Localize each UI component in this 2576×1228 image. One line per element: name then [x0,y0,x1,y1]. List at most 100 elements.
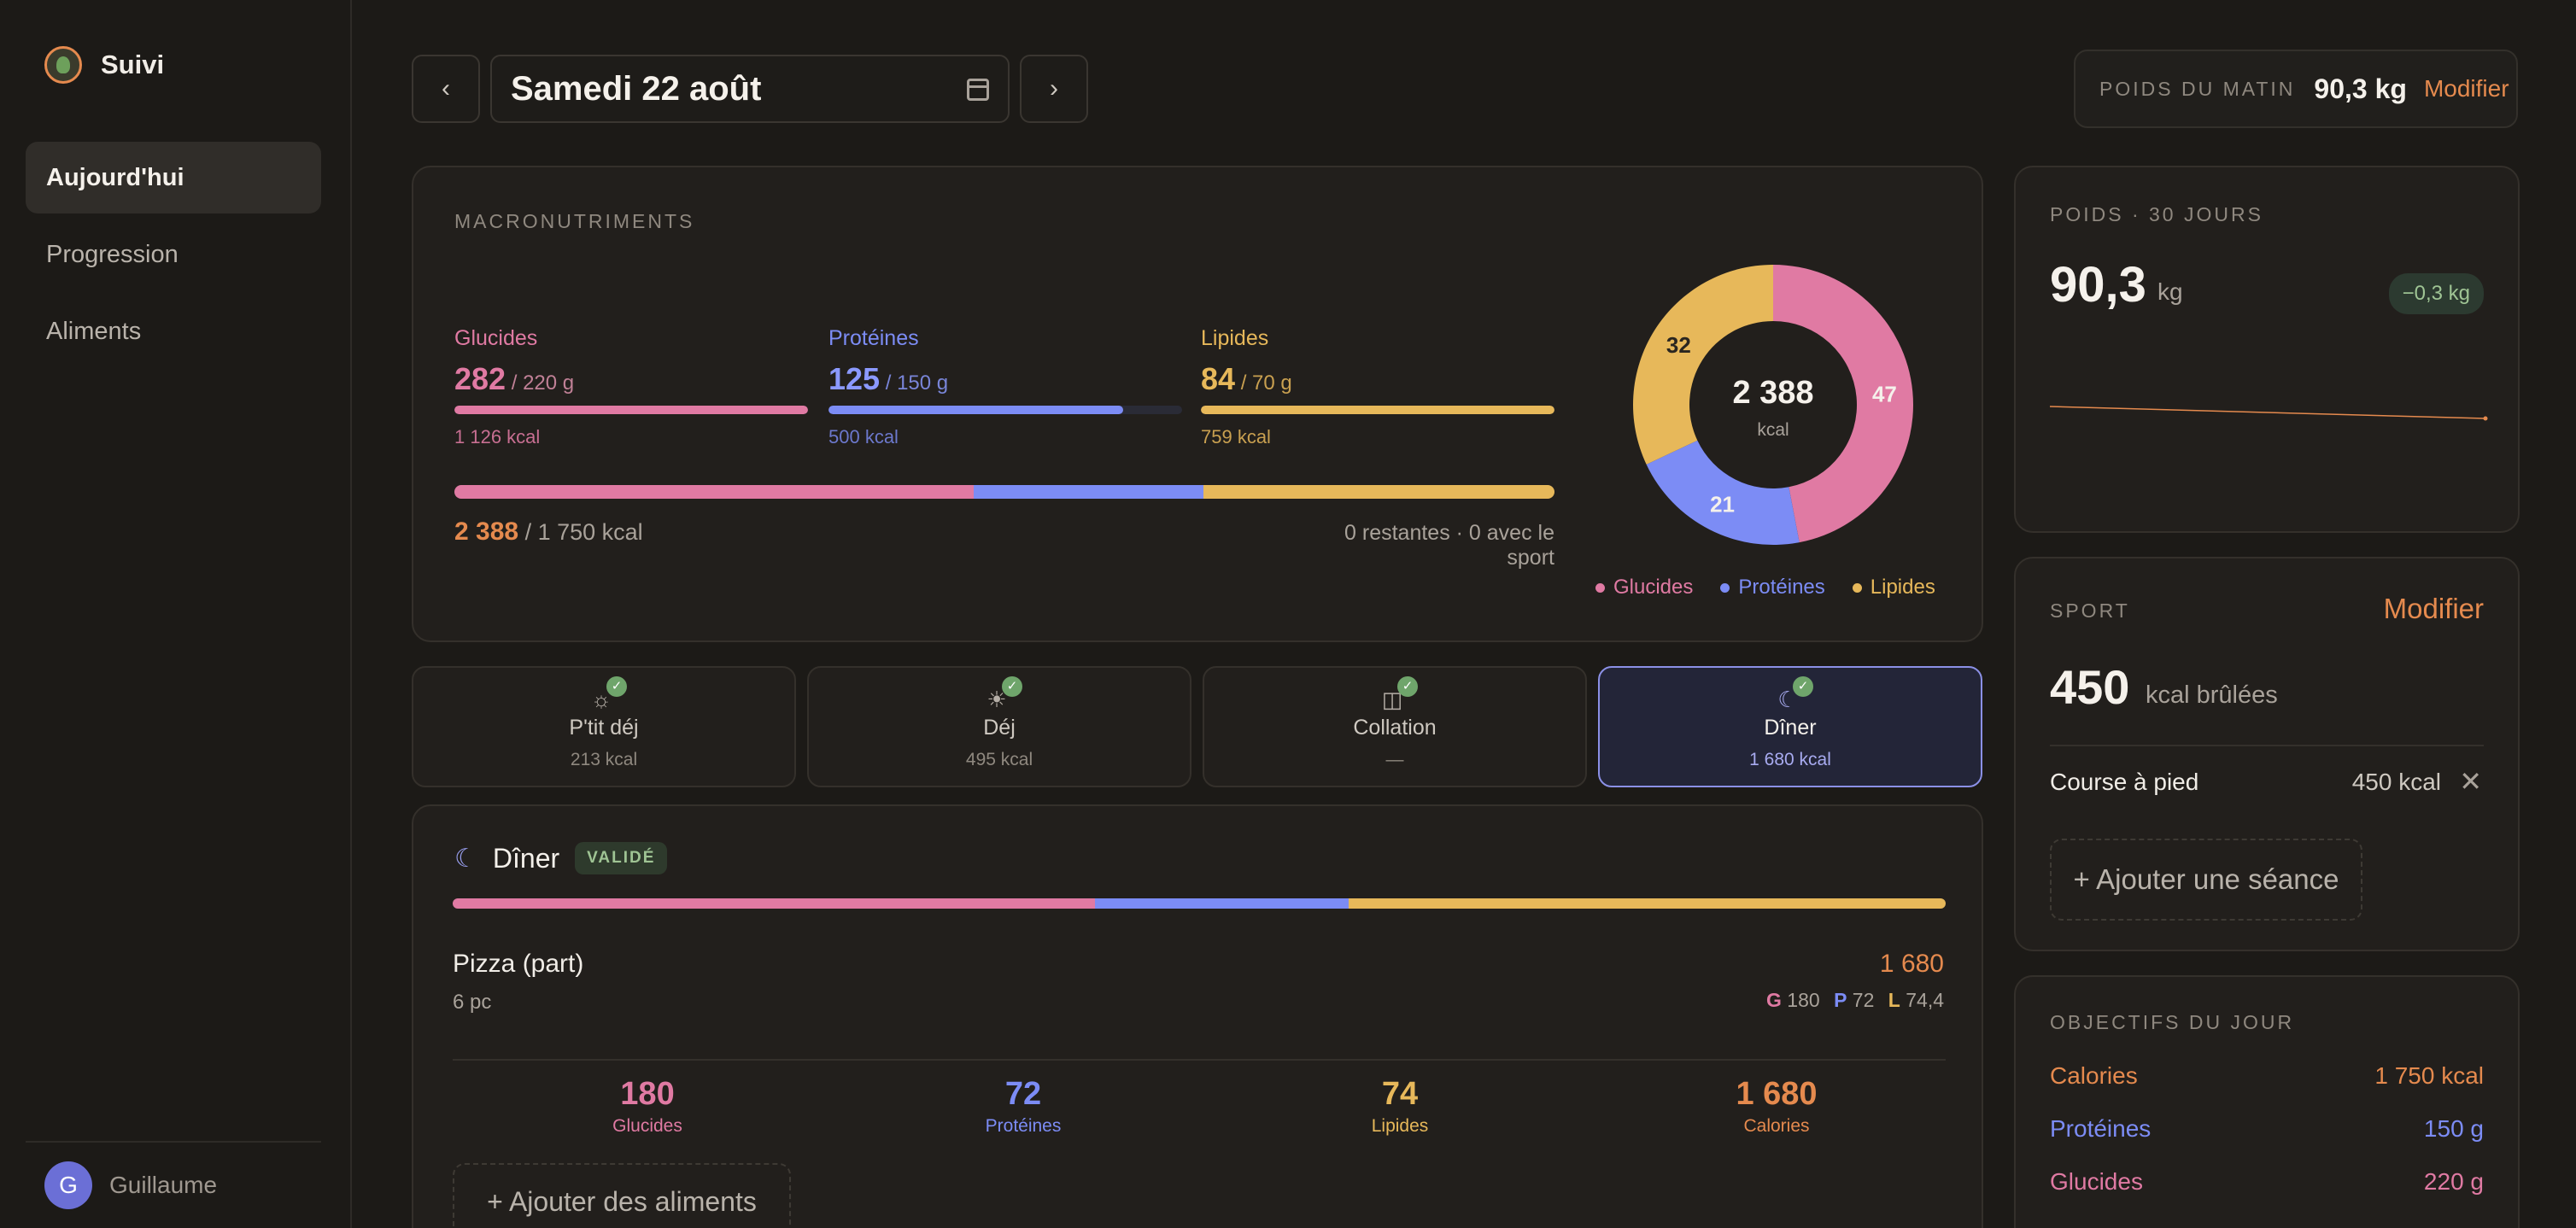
morning-weight: POIDS DU MATIN 90,3 kg Modifier [2074,50,2518,128]
weight-delta-badge: −0,3 kg [2388,273,2484,314]
sum-glucides: 180 Glucides [519,1076,776,1137]
add-session-button[interactable]: + Ajouter une séance [2050,839,2362,921]
dinner-header: ☾ Dîner VALIDÉ [454,842,668,874]
objective-value: 220 g [2423,1168,2484,1195]
weight-30-value: 90,3 [2050,257,2146,313]
objective-name: Calories [2050,1062,2138,1089]
macros-label: MACRONUTRIMENTS [454,210,695,232]
meal-name: Déj [983,716,1016,740]
dinner-bar-glucides [453,898,1095,909]
sidebar-item-today[interactable]: Aujourd'hui [26,142,321,213]
objective-row: Glucides 220 g [2050,1168,2484,1196]
macro-glucides: Glucides 282 / 220 g 1 126 kcal [454,326,808,448]
sum-value: 180 [620,1076,675,1112]
sidebar-item-foods[interactable]: Aliments [46,317,142,345]
meal-name: P'tit déj [569,716,639,740]
macro-target: / 150 g [885,371,949,395]
divider [2050,745,2484,746]
add-food-button[interactable]: + Ajouter des aliments [453,1163,791,1228]
dinner-bar-proteines [1094,898,1349,909]
sum-proteines: 72 Protéines [895,1076,1151,1137]
macro-letter-p: P [1834,989,1847,1011]
macro-name: Protéines [828,326,919,350]
date-picker[interactable]: Samedi 22 août [490,55,1010,123]
donut-center-unit: kcal [1757,420,1789,440]
macros-card: MACRONUTRIMENTS Glucides 282 / 220 g 1 1… [412,166,1983,642]
current-date: Samedi 22 août [511,69,762,108]
total-bar-lipides [1203,485,1554,499]
macro-lipides: Lipides 84 / 70 g 759 kcal [1201,326,1554,448]
next-day-button[interactable]: › [1020,55,1088,123]
check-icon: ✓ [1397,676,1418,697]
food-kcal: 1 680 [1879,950,1944,978]
macro-target: / 220 g [511,371,575,395]
macro-proteines: Protéines 125 / 150 g 500 kcal [828,326,1182,448]
legend-dot [1720,582,1730,593]
total-calories-bar [454,485,1554,499]
calendar-icon[interactable] [967,79,989,101]
sum-lipides: 74 Lipides [1272,1076,1528,1137]
edit-weight-link[interactable]: Modifier [2423,75,2509,102]
total-calories-target: / 1 750 kcal [524,519,643,545]
brand-name: Suivi [101,50,165,79]
total-calories: 2 388 / 1 750 kcal [454,518,643,547]
donut-center-value: 2 388 [1732,375,1813,411]
edit-sport-link[interactable]: Modifier [2383,593,2484,624]
food-name[interactable]: Pizza (part) [453,950,584,978]
sum-label: Lipides [1371,1116,1429,1136]
macro-target: / 70 g [1240,371,1292,395]
food-proteines: 72 [1852,989,1875,1011]
remove-session-icon[interactable]: ✕ [2459,766,2482,797]
check-icon: ✓ [1793,676,1813,697]
user-profile[interactable]: G Guillaume [26,1141,321,1209]
sport-kcal-value: 450 [2050,660,2130,714]
macro-kcal: 759 kcal [1201,426,1271,447]
tab-dinner[interactable]: ☾ ✓ Dîner 1 680 kcal [1598,666,1982,787]
macro-letter-l: L [1888,989,1900,1011]
legend-label: Lipides [1870,576,1935,599]
sum-value: 72 [1004,1076,1042,1112]
sparkline-line [2050,406,2486,419]
legend-label: Glucides [1613,576,1694,599]
total-bar-proteines [973,485,1204,499]
macro-letter-g: G [1766,989,1782,1011]
macro-progress-fill [454,406,808,414]
dinner-card: ☾ Dîner VALIDÉ Pizza (part) 6 pc 1 680 G… [412,804,1983,1228]
user-name: Guillaume [109,1172,218,1198]
objective-value: 150 g [2423,1115,2484,1142]
legend-label: Protéines [1738,576,1825,599]
objectives-label: OBJECTIFS DU JOUR [2050,1011,2295,1033]
sidebar-nav: Aujourd'hui Progression Aliments [26,142,321,372]
macro-progress-bar [454,406,808,414]
brand[interactable]: Suivi [44,46,164,84]
food-lipides: 74,4 [1906,989,1944,1011]
status-badge: VALIDÉ [575,842,668,874]
donut-label-proteines: 21 [1710,492,1735,518]
donut-slice-proteines [1646,440,1800,545]
sport-label: SPORT [2050,599,2130,622]
divider [453,1059,1946,1061]
macro-value: 84 [1201,361,1236,396]
tab-snack[interactable]: ◫ ✓ Collation — [1203,666,1587,787]
meal-kcal: 495 kcal [965,750,1033,769]
sprout-logo-icon [44,46,82,84]
macro-progress-fill [828,406,1123,414]
remaining-calories: 0 restantes · 0 avec le sport [1344,521,1554,570]
sum-label: Protéines [985,1116,1062,1136]
tab-lunch[interactable]: ☀ ✓ Déj 495 kcal [807,666,1191,787]
macro-value: 282 [454,361,506,396]
moon-icon: ☾ [454,844,477,873]
moon-icon: ☾ [1777,687,1798,712]
macro-name: Glucides [454,326,538,350]
macro-kcal: 500 kcal [828,426,899,447]
sport-card: SPORT Modifier 450 kcal brûlées Course à… [2014,557,2520,951]
sidebar-item-progression[interactable]: Progression [46,240,179,268]
previous-day-button[interactable]: ‹ [412,55,480,123]
meal-name: Dîner [1764,716,1817,740]
tab-breakfast[interactable]: ☼ ✓ P'tit déj 213 kcal [412,666,796,787]
meal-kcal: — [1385,750,1404,769]
morning-weight-label: POIDS DU MATIN [2099,77,2296,100]
objective-row: Protéines 150 g [2050,1115,2484,1143]
check-icon: ✓ [1002,676,1022,697]
